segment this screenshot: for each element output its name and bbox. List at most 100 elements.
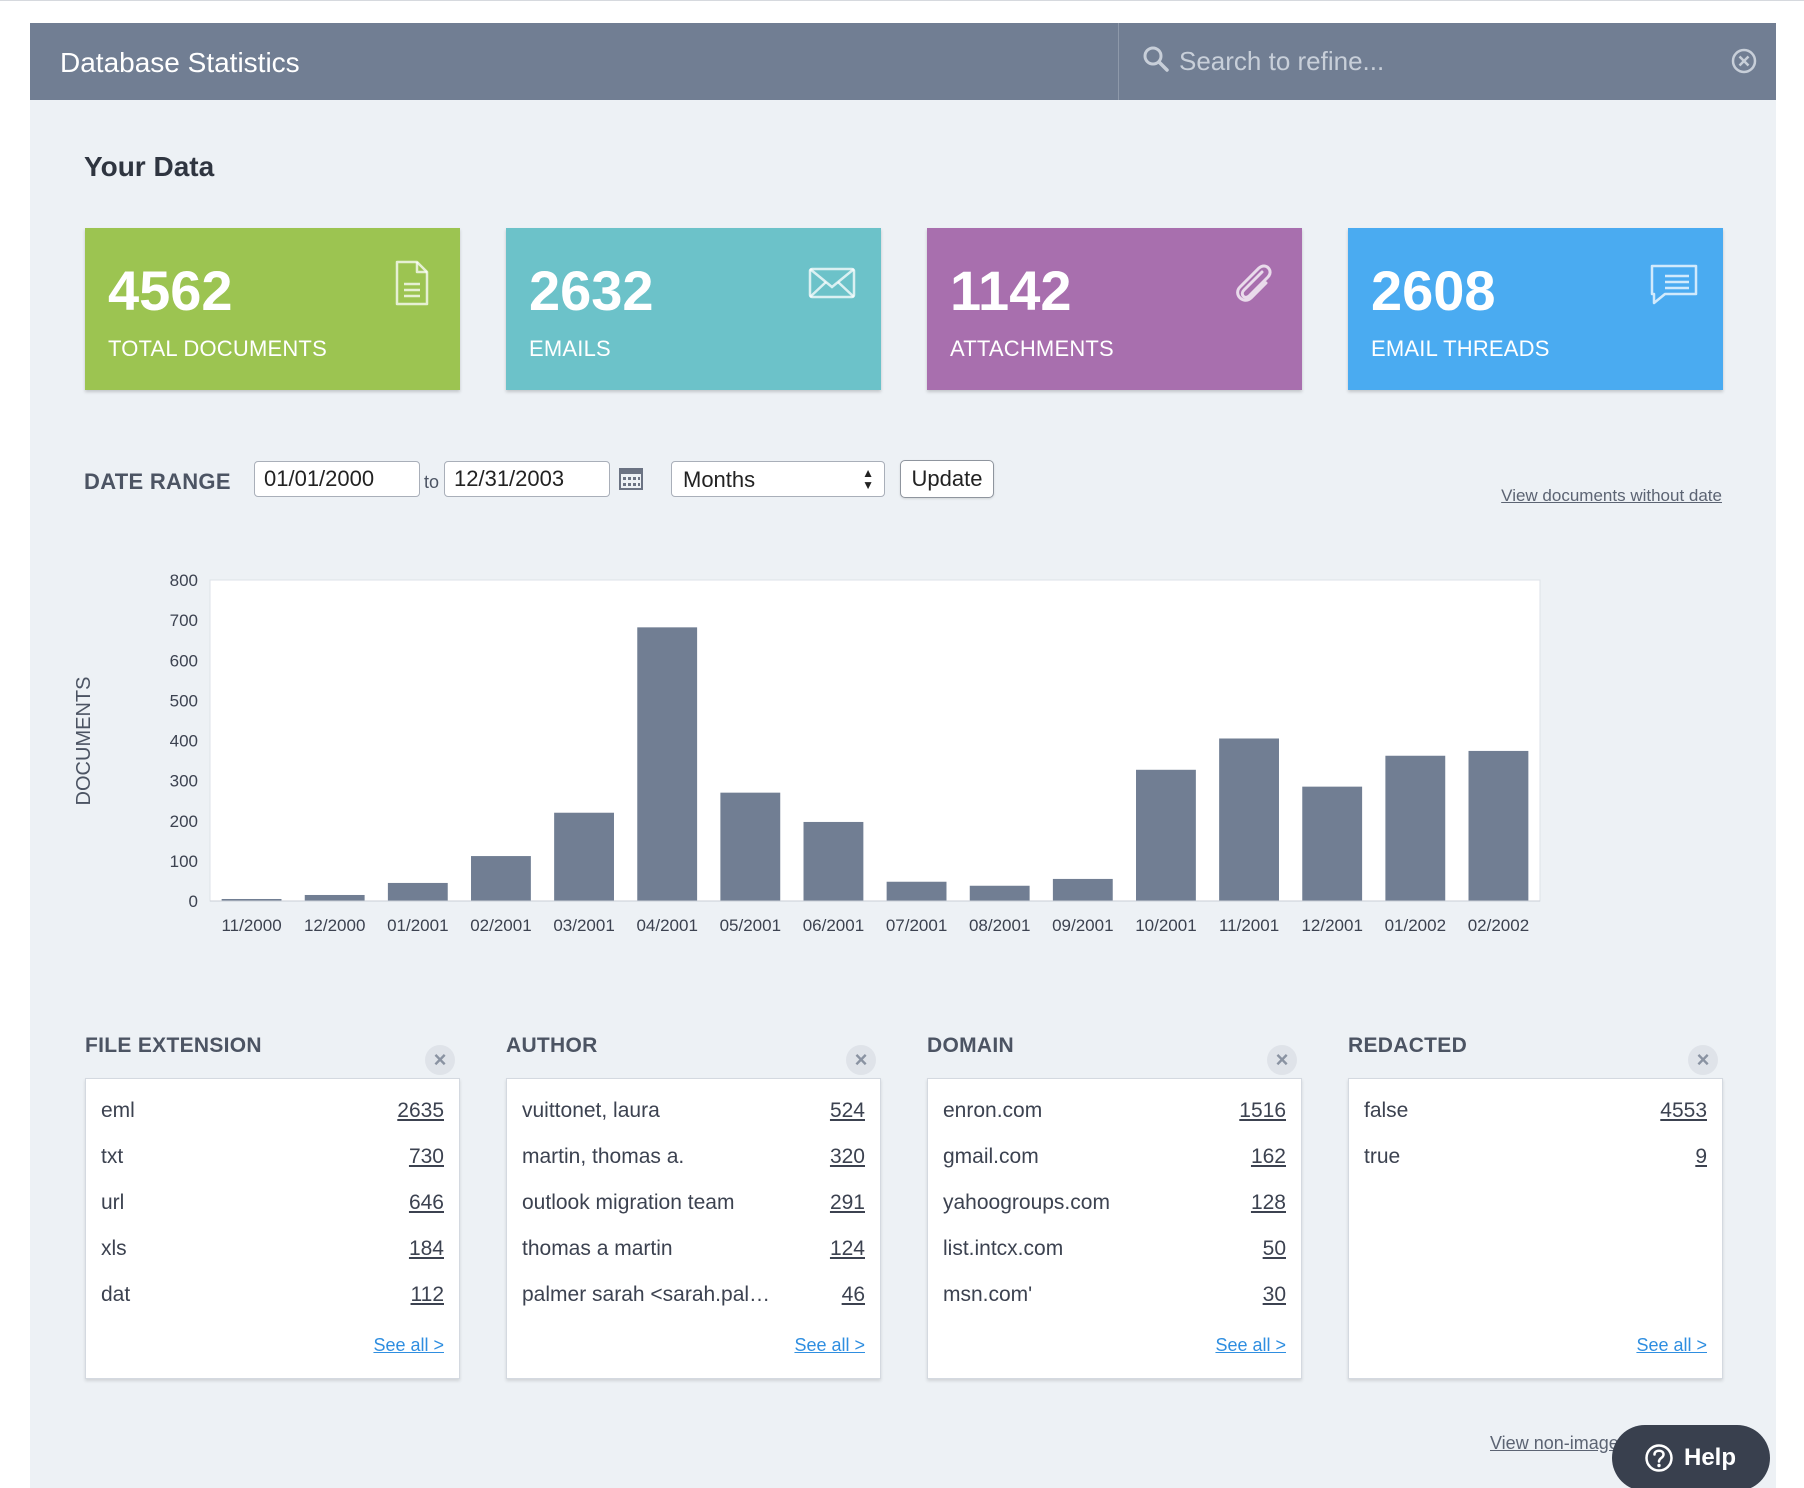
chart-bar[interactable] <box>387 882 448 901</box>
calendar-icon[interactable] <box>618 465 644 491</box>
facet-value-label: outlook migration team <box>522 1191 735 1214</box>
facet-count-link[interactable]: 291 <box>829 1191 865 1214</box>
see-all-link[interactable]: See all > <box>1636 1335 1707 1355</box>
document-icon <box>395 260 429 306</box>
y-tick-label: 0 <box>189 892 198 911</box>
facet-count-link[interactable]: 184 <box>408 1237 444 1260</box>
list-item: thomas a martin 124 <box>522 1237 865 1267</box>
chart-bar[interactable] <box>1136 769 1196 901</box>
list-item: url 646 <box>101 1191 444 1221</box>
facet-value-label: xls <box>101 1237 127 1260</box>
facet-value-label: dat <box>101 1283 131 1306</box>
chart-bar[interactable] <box>803 821 864 901</box>
x-tick-label: 05/2001 <box>720 916 781 935</box>
chart-bar[interactable] <box>1302 786 1363 901</box>
facet-count-link[interactable]: 730 <box>408 1145 444 1168</box>
facet-count-link[interactable]: 646 <box>408 1191 444 1214</box>
see-all-link[interactable]: See all > <box>1215 1335 1286 1355</box>
clear-search-icon[interactable] <box>1730 47 1758 75</box>
chart-bar[interactable] <box>1468 750 1529 901</box>
envelope-icon <box>808 267 856 299</box>
facet-value-label: list.intcx.com <box>943 1237 1064 1260</box>
stat-label: EMAILS <box>529 336 611 361</box>
facet-panel: eml 2635 txt 730 url 646 xls 184 dat 112 See all > <box>85 1078 460 1379</box>
interval-select[interactable]: Months ▲ ▼ <box>671 461 885 497</box>
facet-value-label: gmail.com <box>943 1145 1039 1168</box>
chart-bar[interactable] <box>554 812 614 901</box>
x-tick-label: 12/2000 <box>304 916 365 935</box>
y-tick-label: 500 <box>170 691 198 710</box>
chart-svg: DOCUMENTS 0 100 200 300 400 500 600 700 800 11/20… <box>73 571 1541 935</box>
facet-count-link[interactable]: 46 <box>841 1283 865 1306</box>
x-tick-label: 02/2001 <box>470 916 531 935</box>
facet-value-label: yahoogroups.com <box>943 1191 1110 1214</box>
close-icon[interactable]: × <box>846 1045 876 1075</box>
list-item: list.intcx.com 50 <box>943 1237 1286 1267</box>
stat-value: 2608 <box>1371 259 1496 322</box>
help-label: Help <box>1684 1444 1737 1471</box>
facet-value-label: palmer sarah <sarah.pal… <box>522 1283 771 1306</box>
facet-count-link[interactable]: 4553 <box>1660 1099 1707 1122</box>
chart-bar[interactable] <box>304 894 365 901</box>
page-title: Database Statistics <box>60 47 300 78</box>
view-non-image-link[interactable]: View non-image <box>1490 1433 1619 1453</box>
facet-count-link[interactable]: 2635 <box>397 1099 444 1122</box>
chart-bar[interactable] <box>1385 755 1446 901</box>
chart-bar[interactable] <box>720 792 781 901</box>
facet-count-link[interactable]: 128 <box>1250 1191 1286 1214</box>
facet-value-label: url <box>101 1191 125 1214</box>
chart-bar[interactable] <box>886 881 947 901</box>
chart-bar[interactable] <box>1219 738 1279 901</box>
chart-bar[interactable] <box>221 898 282 901</box>
facet-count-link[interactable]: 162 <box>1250 1145 1286 1168</box>
stat-label: TOTAL DOCUMENTS <box>108 336 327 361</box>
facet-value-label: vuittonet, laura <box>522 1099 660 1122</box>
view-documents-without-date-link[interactable]: View documents without date <box>1501 486 1722 505</box>
facet-panel: vuittonet, laura 524 martin, thomas a. 320 o… <box>506 1078 881 1379</box>
list-item: gmail.com 162 <box>943 1145 1286 1175</box>
chart-bar[interactable] <box>471 856 531 901</box>
facet-count-link[interactable]: 50 <box>1262 1237 1286 1260</box>
select-arrows-icon: ▲ ▼ <box>862 466 874 492</box>
stat-card-total-documents[interactable]: 4562 TOTAL DOCUMENTS <box>85 228 460 390</box>
facet-count-link[interactable]: 112 <box>410 1283 444 1306</box>
facet-panel: false 4553 true 9 See all > <box>1348 1078 1723 1379</box>
close-icon[interactable]: × <box>425 1045 455 1075</box>
see-all-link[interactable]: See all > <box>373 1335 444 1355</box>
close-icon[interactable]: × <box>1688 1045 1718 1075</box>
facet-count-link[interactable]: 124 <box>829 1237 865 1260</box>
facet-value-label: thomas a martin <box>522 1237 673 1260</box>
facet-count-link[interactable]: 1516 <box>1239 1099 1286 1122</box>
date-from-input[interactable] <box>254 461 420 497</box>
update-button[interactable]: Update <box>900 460 994 498</box>
close-icon[interactable]: × <box>1267 1045 1297 1075</box>
see-all-link[interactable]: See all > <box>794 1335 865 1355</box>
chart-bar[interactable] <box>1052 878 1113 901</box>
help-button[interactable]: Help <box>1612 1425 1770 1488</box>
date-to-input[interactable] <box>444 461 610 497</box>
x-tick-label: 04/2001 <box>636 916 697 935</box>
x-tick-label: 07/2001 <box>886 916 947 935</box>
list-item: eml 2635 <box>101 1099 444 1129</box>
facet-value-label: false <box>1364 1099 1409 1122</box>
stat-card-attachments[interactable]: 1142 ATTACHMENTS <box>927 228 1302 390</box>
stat-card-email-threads[interactable]: 2608 EMAIL THREADS <box>1348 228 1723 390</box>
stat-value: 4562 <box>108 259 233 322</box>
chart-bar[interactable] <box>969 885 1030 901</box>
list-item: enron.com 1516 <box>943 1099 1286 1129</box>
search-input[interactable] <box>1179 41 1699 81</box>
facet-count-link[interactable]: 9 <box>1695 1145 1707 1168</box>
facet-count-link[interactable]: 30 <box>1262 1283 1286 1306</box>
facet-value-label: enron.com <box>943 1099 1043 1122</box>
stat-value: 1142 <box>950 259 1072 322</box>
x-tick-label: 06/2001 <box>803 916 864 935</box>
y-tick-label: 700 <box>170 611 198 630</box>
facet-count-link[interactable]: 320 <box>829 1145 865 1168</box>
database-statistics-window: Database Statistics Your Data 4562 TOTAL… <box>30 23 1776 1488</box>
documents-bar-chart: DOCUMENTS 0 100 200 300 400 500 600 700 800 11/20… <box>60 533 1760 973</box>
chart-bar[interactable] <box>637 627 698 901</box>
facet-count-link[interactable]: 524 <box>829 1099 865 1122</box>
list-item: true 9 <box>1364 1145 1707 1175</box>
stat-card-emails[interactable]: 2632 EMAILS <box>506 228 881 390</box>
x-tick-label: 11/2000 <box>221 916 281 935</box>
